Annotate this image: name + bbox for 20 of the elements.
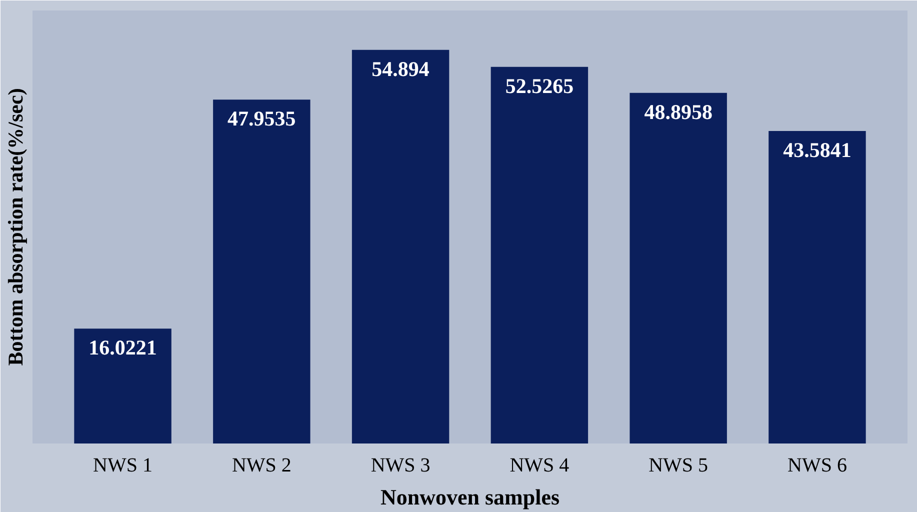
x-axis-title: Nonwoven samples — [380, 484, 560, 510]
x-tick-label: NWS 1 — [93, 454, 153, 476]
x-tick-label: NWS 3 — [370, 454, 430, 476]
x-tick-label: NWS 5 — [648, 454, 708, 476]
x-tick-label: NWS 4 — [510, 454, 570, 476]
x-tick-label: NWS 2 — [232, 454, 292, 476]
x-tick-label: NWS 6 — [788, 454, 847, 476]
data-label: 48.8958 — [644, 100, 712, 124]
bar — [213, 100, 310, 444]
data-label: 43.5841 — [783, 138, 852, 162]
data-label: 54.894 — [372, 56, 430, 81]
bar — [74, 328, 172, 444]
data-label: 52.5265 — [505, 74, 574, 98]
bar — [630, 92, 727, 444]
data-label: 16.0221 — [88, 336, 157, 360]
bar — [490, 66, 588, 444]
data-label: 47.9535 — [228, 106, 296, 131]
y-axis-title: Bottom absorption rate(%/sec) — [4, 88, 28, 366]
bar — [768, 130, 866, 444]
bar — [352, 50, 450, 444]
